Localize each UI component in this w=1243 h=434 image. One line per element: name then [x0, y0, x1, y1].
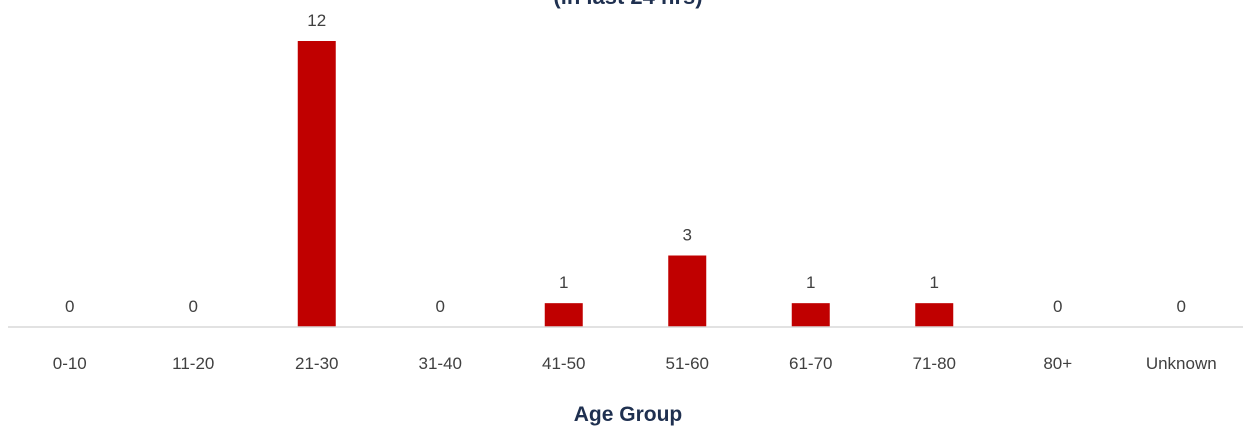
x-tick-label: 31-40 — [419, 354, 462, 373]
bar-41-50 — [544, 303, 583, 327]
data-label: 3 — [683, 226, 692, 245]
x-tick-label: 11-20 — [172, 354, 214, 373]
x-tick-label: Unknown — [1146, 354, 1217, 373]
x-tick-labels: 0-10 11-20 21-30 31-40 41-50 51-60 61-70 71-80 8… — [53, 354, 1217, 373]
x-tick-label: 0-10 — [53, 354, 87, 373]
bar-51-60 — [668, 255, 707, 327]
data-label: 1 — [559, 273, 568, 292]
data-label: 1 — [930, 273, 939, 292]
chart-title: (in last 24 hrs) — [553, 0, 702, 9]
data-labels: 0 0 12 0 1 3 1 1 0 0 — [65, 11, 1186, 316]
x-tick-label: 61-70 — [789, 354, 832, 373]
x-tick-label: 80+ — [1043, 354, 1072, 373]
data-label: 0 — [1053, 297, 1062, 316]
bar-71-80 — [915, 303, 954, 327]
data-label: 0 — [189, 297, 198, 316]
x-tick-label: 41-50 — [542, 354, 585, 373]
x-tick-label: 51-60 — [666, 354, 709, 373]
data-label: 0 — [1177, 297, 1186, 316]
bar-61-70 — [791, 303, 830, 327]
x-tick-label: 21-30 — [295, 354, 338, 373]
x-axis-label: Age Group — [574, 403, 683, 426]
data-label: 1 — [806, 273, 815, 292]
bar-21-30 — [297, 41, 336, 327]
data-label: 12 — [307, 11, 326, 30]
bars — [297, 41, 954, 327]
data-label: 0 — [436, 297, 445, 316]
data-label: 0 — [65, 297, 74, 316]
x-tick-label: 71-80 — [913, 354, 956, 373]
